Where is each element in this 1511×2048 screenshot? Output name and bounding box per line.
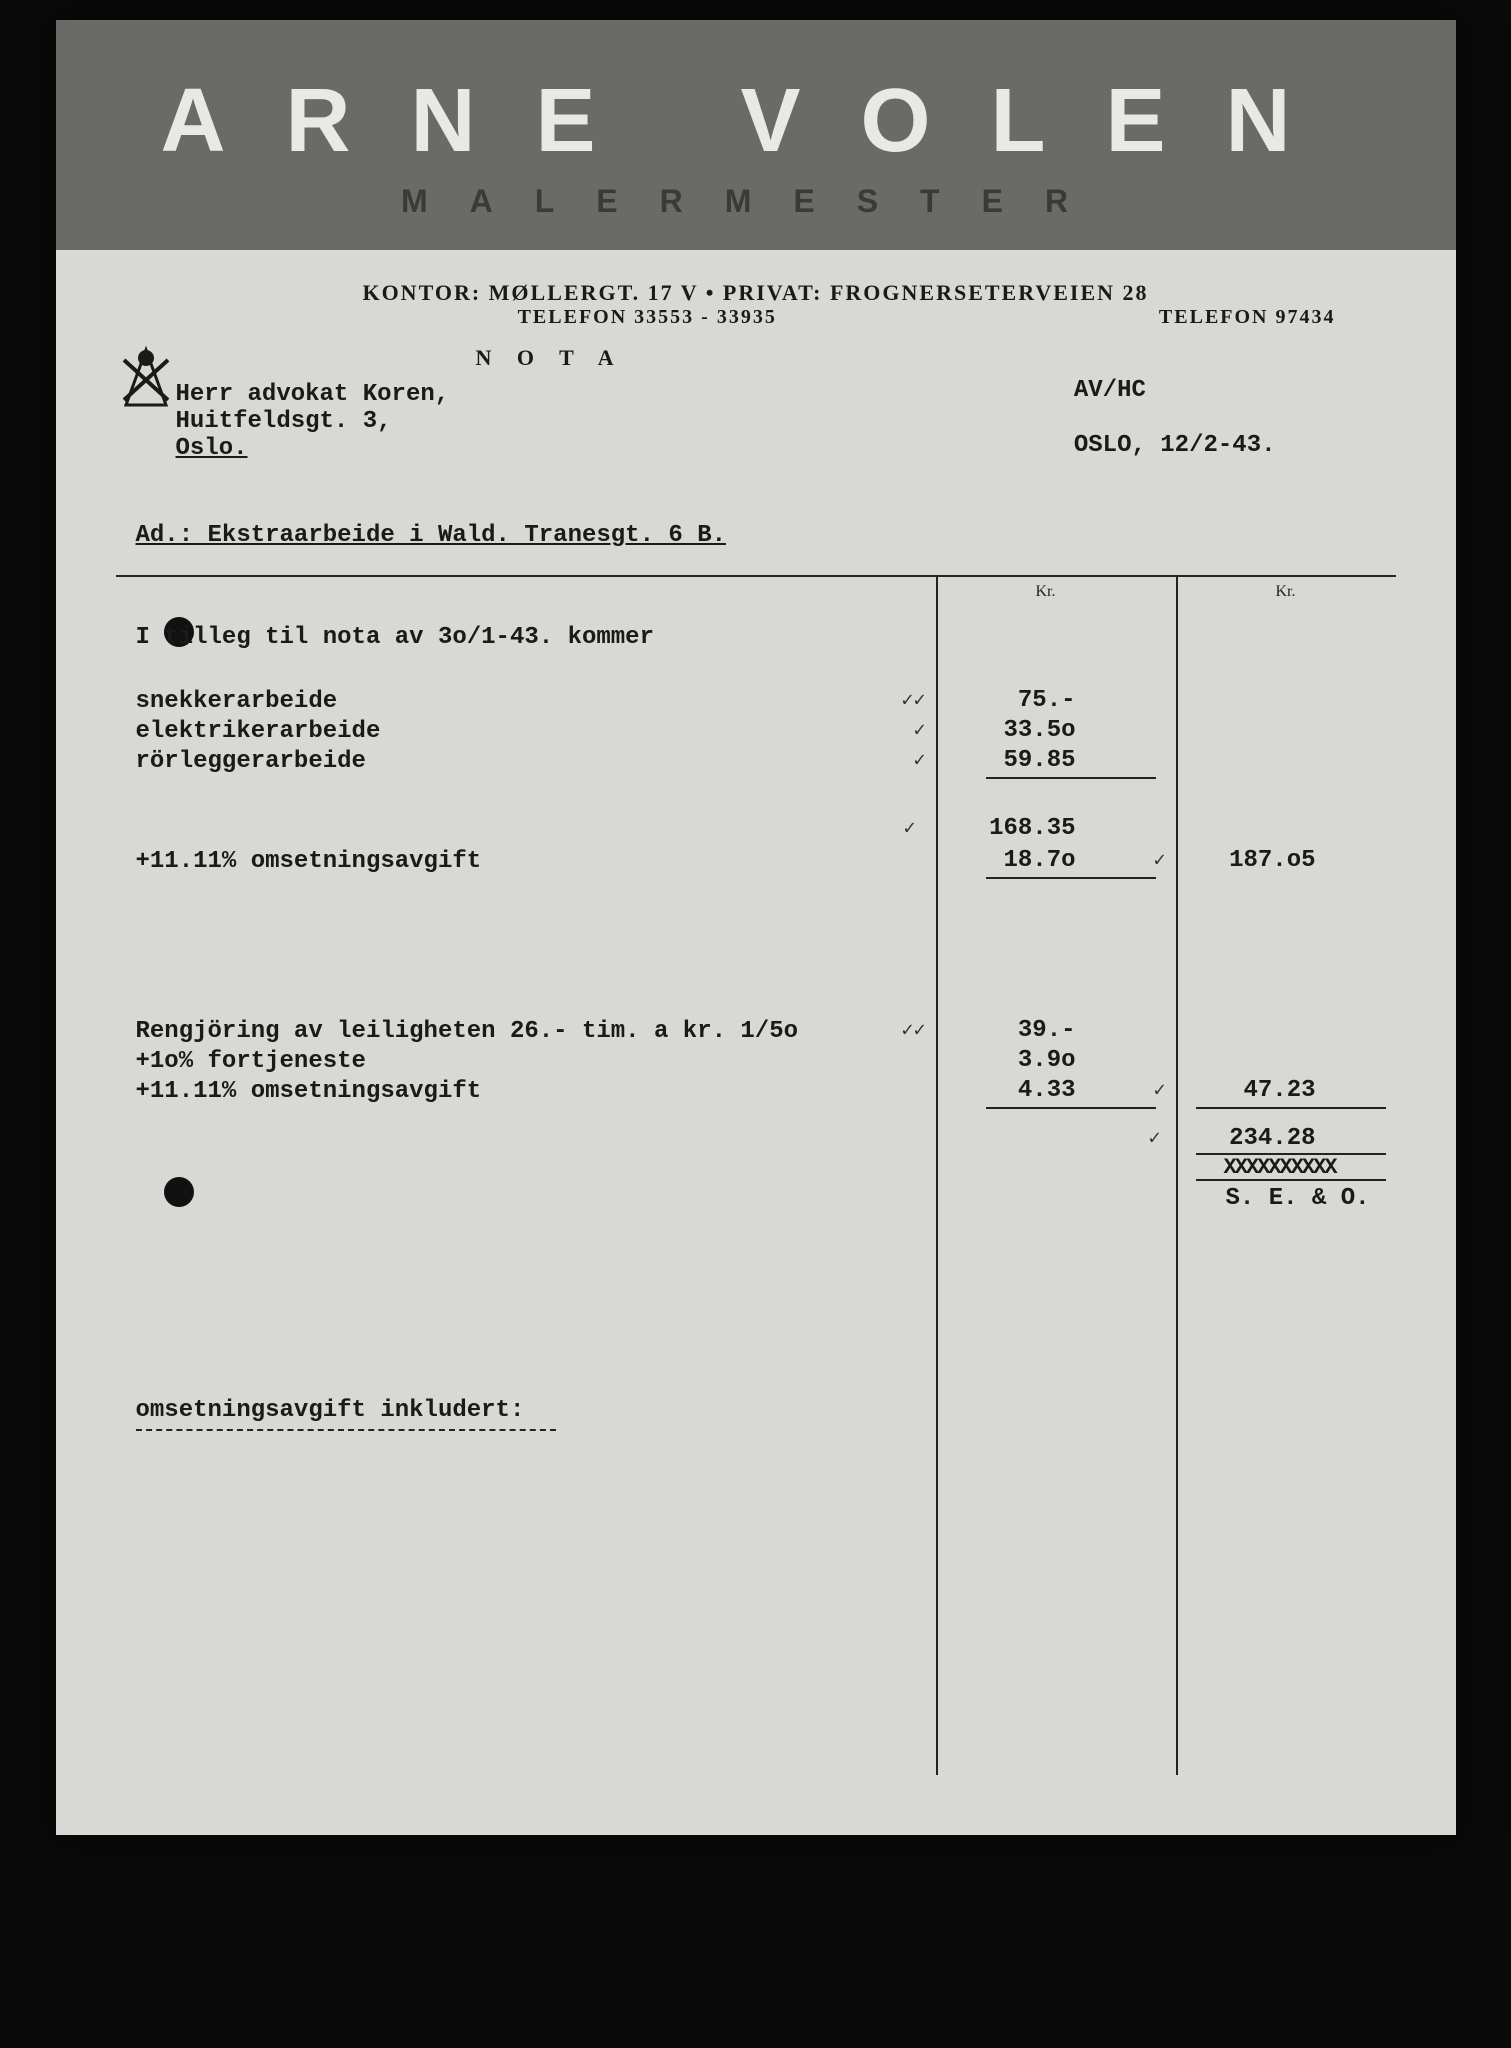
amount: 18.7o: [916, 847, 1076, 874]
invoice-ledger: Kr. Kr. I tilleg til nota av 3o/1-43. ko…: [116, 575, 1396, 1775]
amount: 75.-: [916, 687, 1076, 714]
amount: 59.85: [916, 747, 1076, 774]
address-block: Herr advokat Koren, Huitfeldsgt. 3, Oslo…: [56, 377, 1456, 502]
company-name: ARNE VOLEN: [96, 70, 1416, 173]
header-info: KONTOR: MØLLERGT. 17 V • PRIVAT: FROGNER…: [56, 250, 1456, 339]
document-page: ARNE VOLEN MALERMESTER KONTOR: MØLLERGT.…: [56, 20, 1456, 1835]
checkmark-icon: ✓: [903, 815, 915, 841]
addr-line3: Oslo.: [176, 435, 450, 462]
addr-line2: Huitfeldsgt. 3,: [176, 408, 450, 435]
company-subtitle: MALERMESTER: [96, 183, 1416, 220]
addr-line1: Herr advokat Koren,: [176, 381, 450, 408]
total-rule: [1196, 1153, 1386, 1155]
line-item: rörleggerarbeide: [136, 747, 916, 777]
tax-line: +11.11% omsetningsavgift: [136, 847, 916, 877]
subtotal-rule: [986, 1107, 1156, 1109]
amount: 4.33: [916, 1077, 1076, 1104]
total-rule: [1196, 1179, 1386, 1181]
place-date: OSLO, 12/2-43.: [1074, 432, 1276, 459]
footer-note: omsetningsavgift inkludert:: [136, 1397, 525, 1424]
header-telephones: TELEFON 33553 - 33935 TELEFON 97434: [136, 306, 1376, 329]
reference-code: AV/HC: [1074, 377, 1276, 404]
seo-notation: S. E. & O.: [1226, 1185, 1370, 1212]
line-item: snekkerarbeide: [136, 687, 916, 717]
amount: 33.5o: [916, 717, 1076, 744]
subtotal-amount: 47.23: [1156, 1077, 1316, 1104]
nota-label: N O T A: [476, 345, 624, 370]
dashed-underline: [136, 1429, 556, 1431]
letterhead: ARNE VOLEN MALERMESTER: [56, 20, 1456, 250]
strikeout-pattern: XXXXXXXXXX: [1224, 1155, 1336, 1180]
intro-line: I tilleg til nota av 3o/1-43. kommer: [136, 623, 916, 653]
col-header-1: Kr.: [1036, 583, 1056, 601]
line-item: elektrikerarbeide: [136, 717, 916, 747]
total-rule: [1196, 1107, 1386, 1109]
cleaning-line: Rengjöring av leiligheten 26.- tim. a kr…: [136, 1017, 916, 1047]
amount: 39.-: [916, 1017, 1076, 1044]
col-header-2: Kr.: [1276, 583, 1296, 601]
recipient-address: Herr advokat Koren, Huitfeldsgt. 3, Oslo…: [176, 381, 450, 462]
grand-total: 234.28: [1156, 1125, 1316, 1152]
left-telephone: TELEFON 33553 - 33935: [518, 306, 777, 328]
profit-line: +1o% fortjeneste: [136, 1047, 916, 1077]
amount: 168.35: [916, 815, 1076, 842]
subtotal-amount: 187.o5: [1156, 847, 1316, 874]
nota-heading: N O T A: [56, 339, 1456, 377]
right-telephone: TELEFON 97434: [1159, 306, 1336, 329]
punch-hole-icon: [164, 1177, 194, 1207]
column-divider-2: [1176, 577, 1178, 1775]
subtotal-rule: [986, 777, 1156, 779]
subtotal-rule: [986, 877, 1156, 879]
amount: 3.9o: [916, 1047, 1076, 1074]
reference-block: AV/HC OSLO, 12/2-43.: [1074, 377, 1276, 459]
tax-line: +11.11% omsetningsavgift: [136, 1077, 916, 1107]
subject-line: Ad.: Ekstraarbeide i Wald. Tranesgt. 6 B…: [56, 502, 1456, 559]
header-addresses: KONTOR: MØLLERGT. 17 V • PRIVAT: FROGNER…: [136, 280, 1376, 306]
